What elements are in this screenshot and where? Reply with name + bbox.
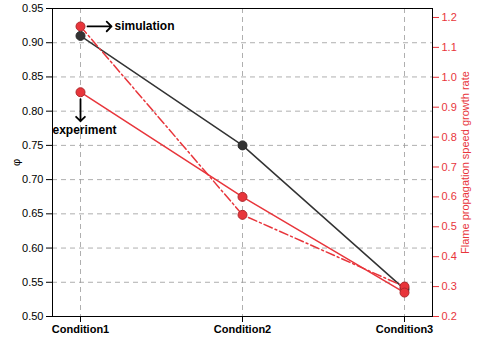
svg-text:0.8: 0.8	[442, 131, 457, 143]
svg-text:0.60: 0.60	[22, 242, 43, 254]
svg-text:experiment: experiment	[52, 123, 116, 137]
svg-text:0.6: 0.6	[442, 190, 457, 202]
svg-text:Condition1: Condition1	[52, 323, 109, 335]
svg-text:Flame propagation speed growth: Flame propagation speed growth rate	[459, 71, 471, 254]
svg-text:0.3: 0.3	[442, 280, 457, 292]
svg-text:Condition3: Condition3	[376, 323, 433, 335]
svg-text:0.50: 0.50	[22, 310, 43, 322]
svg-text:0.70: 0.70	[22, 173, 43, 185]
svg-text:0.85: 0.85	[22, 70, 43, 82]
svg-text:0.95: 0.95	[22, 2, 43, 14]
svg-text:0.9: 0.9	[442, 101, 457, 113]
svg-text:0.55: 0.55	[22, 276, 43, 288]
svg-text:Condition2: Condition2	[214, 323, 271, 335]
svg-text:0.75: 0.75	[22, 139, 43, 151]
svg-text:1.0: 1.0	[442, 71, 457, 83]
svg-text:φ: φ	[10, 159, 22, 166]
svg-text:0.65: 0.65	[22, 207, 43, 219]
svg-text:0.90: 0.90	[22, 36, 43, 48]
svg-text:0.2: 0.2	[442, 310, 457, 322]
svg-text:simulation: simulation	[115, 19, 175, 33]
svg-text:1.2: 1.2	[442, 11, 457, 23]
svg-text:0.5: 0.5	[442, 220, 457, 232]
svg-text:1.1: 1.1	[442, 41, 457, 53]
svg-text:0.4: 0.4	[442, 250, 457, 262]
svg-text:0.80: 0.80	[22, 105, 43, 117]
svg-text:0.7: 0.7	[442, 161, 457, 173]
